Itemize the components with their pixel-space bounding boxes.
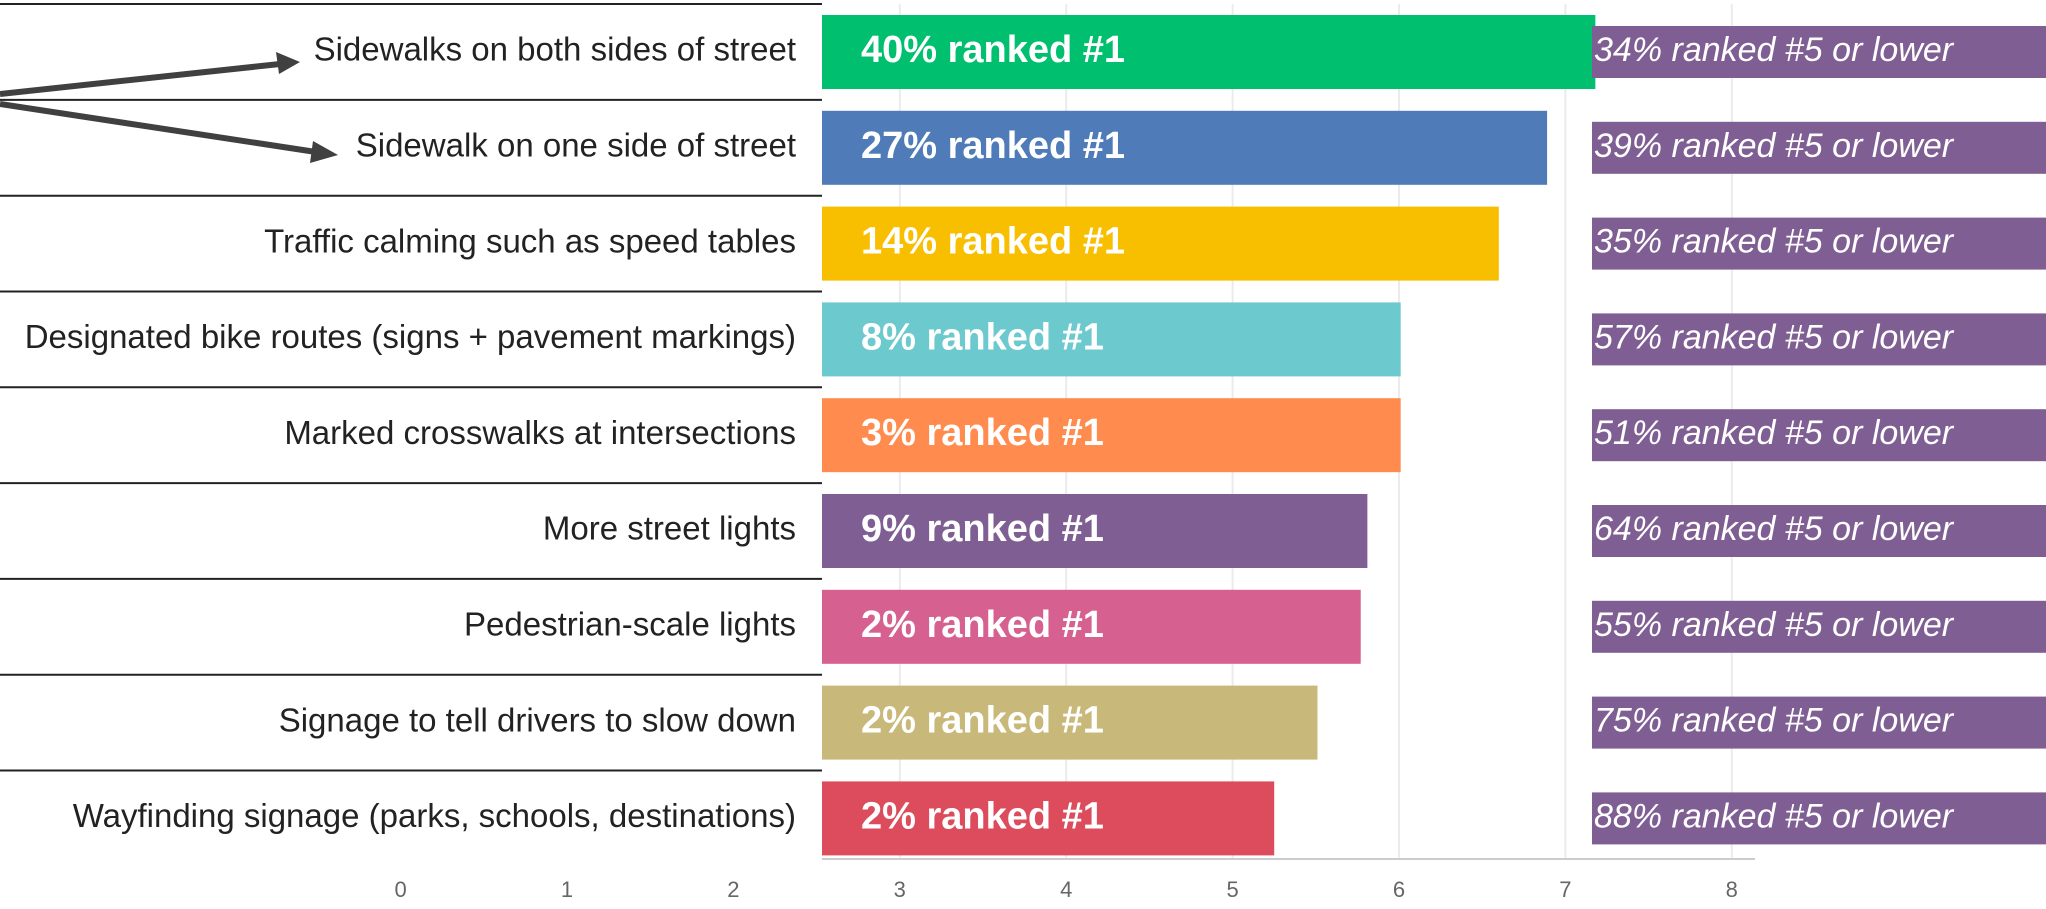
category-label: Signage to tell drivers to slow down xyxy=(279,701,796,738)
x-tick-label: 6 xyxy=(1393,877,1405,902)
bar xyxy=(822,494,1368,568)
rank1-label: 3% ranked #1 xyxy=(861,412,1104,454)
rank1-label: 2% ranked #1 xyxy=(861,604,1104,646)
bar xyxy=(822,589,1361,664)
bar xyxy=(822,206,1499,281)
rank1-label: 2% ranked #1 xyxy=(861,700,1104,742)
bar xyxy=(822,398,1401,473)
category-label: Wayfinding signage (parks, schools, dest… xyxy=(73,797,796,834)
arrows xyxy=(0,52,338,163)
category-label: Traffic calming such as speed tables xyxy=(264,222,796,259)
low-rank-box xyxy=(1592,217,2046,270)
category-label: More street lights xyxy=(543,510,796,547)
rank1-label: 8% ranked #1 xyxy=(861,316,1104,358)
low-rank-label: 34% ranked #5 or lower xyxy=(1594,31,1955,69)
bar xyxy=(822,685,1318,760)
low-rank-label: 39% ranked #5 or lower xyxy=(1594,127,1955,165)
x-tick-label: 7 xyxy=(1559,877,1571,902)
x-tick-label: 5 xyxy=(1226,877,1238,902)
x-tick-label: 3 xyxy=(894,877,906,902)
low-rank-label: 55% ranked #5 or lower xyxy=(1594,606,1955,644)
low-rank-label: 64% ranked #5 or lower xyxy=(1594,510,1955,548)
bar xyxy=(822,302,1401,377)
low-rank-label: 75% ranked #5 or lower xyxy=(1594,702,1955,740)
rank1-label: 9% ranked #1 xyxy=(861,508,1104,550)
x-tick-label: 2 xyxy=(727,877,739,902)
x-tick-label: 8 xyxy=(1726,877,1738,902)
rank1-label: 27% ranked #1 xyxy=(861,125,1125,167)
x-tick-label: 1 xyxy=(561,877,573,902)
low-rank-box xyxy=(1592,26,2046,78)
bar xyxy=(822,781,1275,856)
low-rank-label: 57% ranked #5 or lower xyxy=(1594,318,1955,356)
low-rank-box xyxy=(1592,409,2046,462)
low-rank-box xyxy=(1592,792,2046,845)
category-label: Pedestrian-scale lights xyxy=(464,606,796,643)
bar xyxy=(822,15,1596,89)
bar xyxy=(822,110,1548,185)
low-rank-box xyxy=(1592,313,2046,366)
low-rank-label: 35% ranked #5 or lower xyxy=(1594,223,1955,261)
low-rank-box xyxy=(1592,121,2046,174)
low-rank-label: 88% ranked #5 or lower xyxy=(1594,797,1955,835)
x-tick-label: 4 xyxy=(1060,877,1072,902)
low-rank-box xyxy=(1592,696,2046,749)
category-label: Sidewalks on both sides of street xyxy=(314,31,796,68)
rank1-label: 40% ranked #1 xyxy=(861,29,1125,71)
rank1-label: 14% ranked #1 xyxy=(861,221,1125,263)
low-rank-box xyxy=(1592,505,2046,557)
low-rank-box xyxy=(1592,600,2046,653)
low-rank-label: 51% ranked #5 or lower xyxy=(1594,414,1955,452)
category-label: Designated bike routes (signs + pavement… xyxy=(25,318,796,355)
rank1-label: 2% ranked #1 xyxy=(861,795,1104,837)
category-label: Sidewalk on one side of street xyxy=(356,127,796,164)
category-label: Marked crosswalks at intersections xyxy=(284,414,796,451)
x-tick-label: 0 xyxy=(394,877,406,902)
